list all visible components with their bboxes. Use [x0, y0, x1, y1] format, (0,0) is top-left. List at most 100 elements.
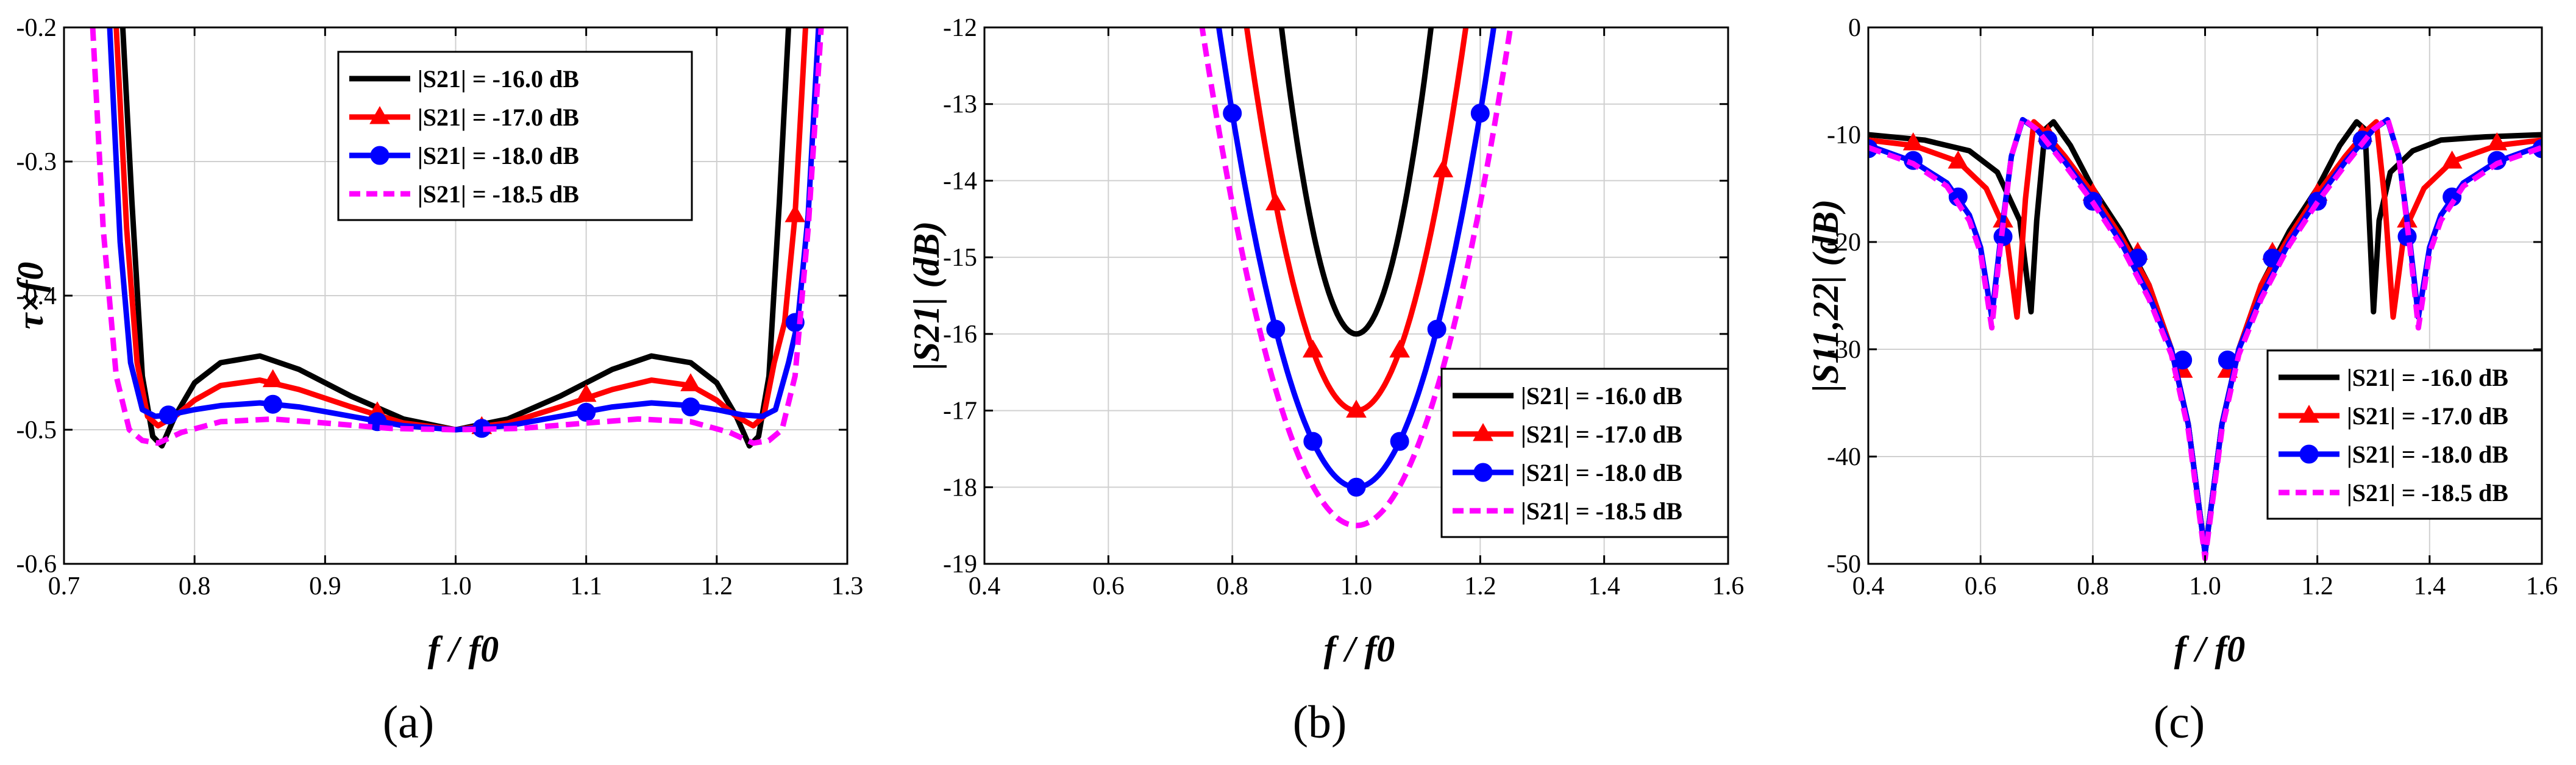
- legend-label-4: |S21| = -18.5 dB: [2347, 479, 2508, 507]
- series-marker-3: [1266, 319, 1286, 339]
- legend-marker-3: [2299, 444, 2319, 464]
- y-axis-label: |S21| (dB): [906, 221, 947, 371]
- legend-label-1: |S21| = -16.0 dB: [418, 65, 579, 93]
- legend-marker-2: [2299, 404, 2319, 423]
- y-tick-label: -30: [1827, 336, 1861, 364]
- series-marker-3: [1347, 477, 1366, 497]
- x-tick-label: 0.8: [2077, 572, 2109, 600]
- y-tick-label: -50: [1827, 550, 1861, 578]
- series-marker-2: [680, 373, 701, 391]
- y-tick-label: -17: [943, 397, 977, 425]
- y-tick-label: 0: [1848, 14, 1861, 42]
- series-marker-3: [1470, 104, 1490, 123]
- x-tick-label: 0.7: [48, 572, 80, 600]
- legend-label-3: |S21| = -18.0 dB: [1521, 459, 1682, 486]
- series-marker-3: [158, 405, 178, 425]
- series-marker-2: [1346, 399, 1367, 418]
- legend-label-2: |S21| = -17.0 dB: [2347, 402, 2508, 430]
- legend-label-4: |S21| = -18.5 dB: [418, 180, 579, 208]
- chart-panel-1: 0.7 0.8 0.9 1.0 1.1 1.2 1.3 -0.6 -0.5 -0.4 -0.3 -0.…: [10, 14, 863, 748]
- legend-label-1: |S21| = -16.0 dB: [2347, 364, 2508, 391]
- x-tick-label: 1.4: [2414, 572, 2446, 600]
- x-tick-label: 1.1: [570, 572, 602, 600]
- series-line-4: [90, 27, 824, 446]
- y-tick-label: -0.5: [16, 416, 57, 444]
- legend-label-2: |S21| = -17.0 dB: [1521, 421, 1682, 448]
- legend-label-3: |S21| = -18.0 dB: [2347, 441, 2508, 468]
- y-tick-label: -19: [943, 550, 977, 578]
- series-group: [1868, 116, 2542, 561]
- series-line-1: [1278, 27, 1434, 337]
- series-marker-3: [1303, 432, 1323, 451]
- series-marker-2: [2486, 132, 2508, 151]
- legend-marker-2: [369, 105, 390, 124]
- series-group: [90, 27, 824, 449]
- x-tick-label: 1.3: [831, 572, 864, 600]
- legend-label-2: |S21| = -17.0 dB: [418, 104, 579, 131]
- chart-panel-2: 0.4 0.6 0.8 1.0 1.2 1.4 1.6 -19 -18 -17 -16 -15 -14 -…: [906, 14, 1745, 748]
- panel-caption: (a): [383, 697, 434, 748]
- legend-label-3: |S21| = -18.0 dB: [418, 142, 579, 169]
- x-axis-label: f / f0: [2174, 629, 2246, 669]
- panel-caption: (b): [1293, 697, 1347, 748]
- x-tick-label: 1.0: [439, 572, 472, 600]
- y-tick-label: -0.6: [16, 550, 57, 578]
- x-tick-label: 1.6: [1712, 572, 1745, 600]
- y-tick-label: -0.4: [16, 282, 57, 310]
- series-group: [1199, 27, 1514, 528]
- series-marker-3: [1427, 319, 1446, 339]
- series-marker-2: [1389, 340, 1411, 358]
- series-marker-3: [2173, 350, 2193, 370]
- x-tick-label: 0.6: [1965, 572, 1997, 600]
- x-tick-label: 0.8: [179, 572, 211, 600]
- series-marker-2: [1432, 159, 1454, 177]
- series-marker-3: [1223, 104, 1242, 123]
- x-tick-label: 0.9: [309, 572, 341, 600]
- series-marker-3: [2218, 350, 2237, 370]
- y-tick-label: -20: [1827, 229, 1861, 257]
- x-tick-label: 1.0: [1340, 572, 1373, 600]
- x-axis-label: f / f0: [1324, 629, 1395, 669]
- y-tick-label: -0.3: [16, 148, 57, 176]
- series-marker-3: [681, 397, 700, 417]
- series-marker-2: [262, 369, 283, 388]
- x-tick-label: 0.6: [1092, 572, 1125, 600]
- legend-marker-3: [1473, 463, 1493, 482]
- x-tick-label: 0.8: [1216, 572, 1248, 600]
- x-tick-label: 1.2: [1464, 572, 1496, 600]
- x-tick-label: 1.0: [2189, 572, 2221, 600]
- series-marker-3: [263, 394, 283, 414]
- y-axis-label: τ×f0: [10, 262, 51, 330]
- y-tick-label: -10: [1827, 121, 1861, 149]
- x-tick-label: 0.4: [969, 572, 1001, 600]
- legend-label-1: |S21| = -16.0 dB: [1521, 382, 1682, 410]
- y-tick-label: -13: [943, 91, 977, 119]
- series-marker-2: [1902, 132, 1924, 151]
- series-marker-2: [1265, 192, 1286, 211]
- legend: |S21| = -16.0 dB |S21| = -17.0 dB |S21| = …: [1440, 368, 1729, 538]
- legend-marker-2: [1473, 422, 1493, 441]
- series-line-4: [1199, 27, 1514, 528]
- x-tick-label: 0.4: [1852, 572, 1885, 600]
- series-marker-2: [2441, 150, 2463, 169]
- series-marker-2: [785, 204, 806, 222]
- series-marker-3: [1390, 432, 1409, 451]
- series-marker-2: [575, 383, 597, 402]
- y-tick-label: -40: [1827, 443, 1861, 471]
- x-tick-label: 1.2: [2301, 572, 2333, 600]
- legend-marker-3: [370, 146, 390, 165]
- chart-panel-3: 0.4 0.6 0.8 1.0 1.2 1.4 1.6 -50 -40 -30 -20 -10 0 f /…: [1806, 14, 2558, 748]
- y-tick-label: -15: [943, 244, 977, 272]
- legend: |S21| = -16.0 dB |S21| = -17.0 dB |S21| = …: [2266, 349, 2543, 520]
- x-tick-label: 1.4: [1588, 572, 1620, 600]
- legend-label-4: |S21| = -18.5 dB: [1521, 497, 1682, 525]
- y-tick-label: -18: [943, 474, 977, 502]
- x-tick-label: 1.2: [701, 572, 733, 600]
- panel-caption: (c): [2154, 697, 2205, 748]
- y-tick-label: -16: [943, 321, 977, 349]
- series-marker-2: [1302, 340, 1323, 358]
- y-tick-label: -14: [943, 167, 977, 195]
- series-marker-3: [577, 402, 596, 422]
- legend-box: [337, 51, 693, 221]
